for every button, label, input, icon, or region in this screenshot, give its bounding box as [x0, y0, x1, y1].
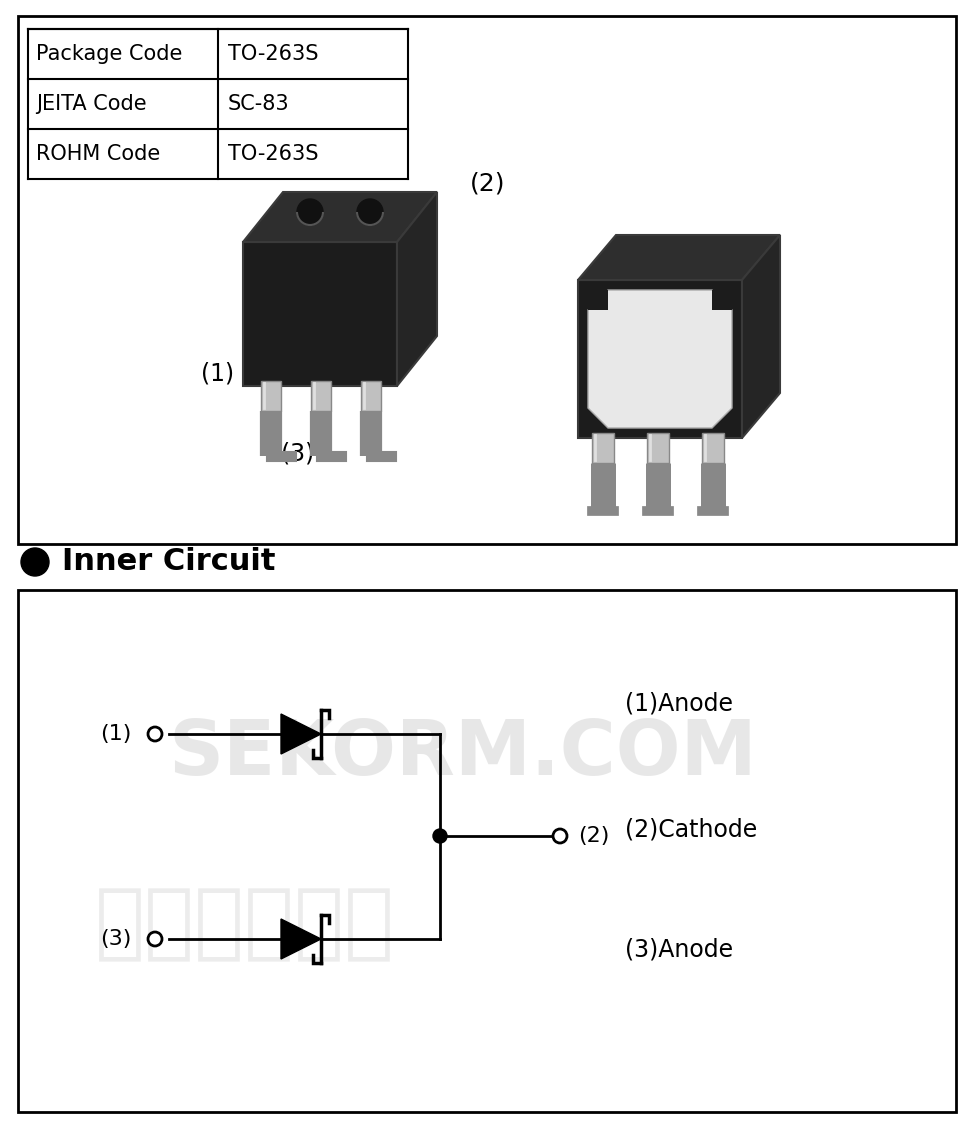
Text: (2): (2) [578, 826, 610, 846]
Bar [361, 381, 381, 411]
Bar [18, 16, 956, 544]
Text: TO-263S: TO-263S [228, 144, 318, 164]
Text: (3)Anode: (3)Anode [625, 937, 733, 960]
Circle shape [297, 198, 323, 225]
Circle shape [148, 932, 162, 946]
Polygon shape [588, 290, 732, 428]
Text: (3): (3) [281, 442, 315, 466]
Text: ROHM Code: ROHM Code [36, 144, 161, 164]
Circle shape [21, 548, 49, 576]
Bar [592, 433, 614, 463]
Bar [311, 381, 331, 411]
Text: (2): (2) [470, 172, 506, 196]
Bar [647, 433, 669, 463]
Text: SC-83: SC-83 [228, 94, 289, 115]
Text: Inner Circuit: Inner Circuit [62, 548, 276, 576]
Bar [712, 290, 732, 310]
Text: JEITA Code: JEITA Code [36, 94, 147, 115]
Bar [702, 433, 724, 463]
Polygon shape [397, 192, 437, 386]
Circle shape [433, 829, 447, 843]
Circle shape [148, 727, 162, 741]
Circle shape [357, 198, 383, 225]
Polygon shape [281, 714, 321, 754]
Bar [18, 590, 956, 1112]
Polygon shape [578, 235, 780, 280]
Text: TO-263S: TO-263S [228, 44, 318, 64]
Text: (2)Cathode: (2)Cathode [625, 816, 757, 841]
Text: (1): (1) [100, 723, 131, 744]
Polygon shape [742, 235, 780, 438]
Text: SEKORM.COM: SEKORM.COM [168, 717, 757, 792]
Polygon shape [578, 280, 742, 438]
Text: Package Code: Package Code [36, 44, 182, 64]
Polygon shape [281, 919, 321, 959]
Polygon shape [243, 192, 437, 242]
Text: (1)Anode: (1)Anode [625, 692, 733, 716]
Bar [261, 381, 281, 411]
Text: (1): (1) [202, 362, 235, 386]
Polygon shape [243, 242, 397, 386]
Text: 世强元器件商: 世强元器件商 [95, 883, 395, 965]
Text: (3): (3) [100, 929, 131, 949]
Bar [588, 290, 608, 310]
Circle shape [553, 829, 567, 843]
